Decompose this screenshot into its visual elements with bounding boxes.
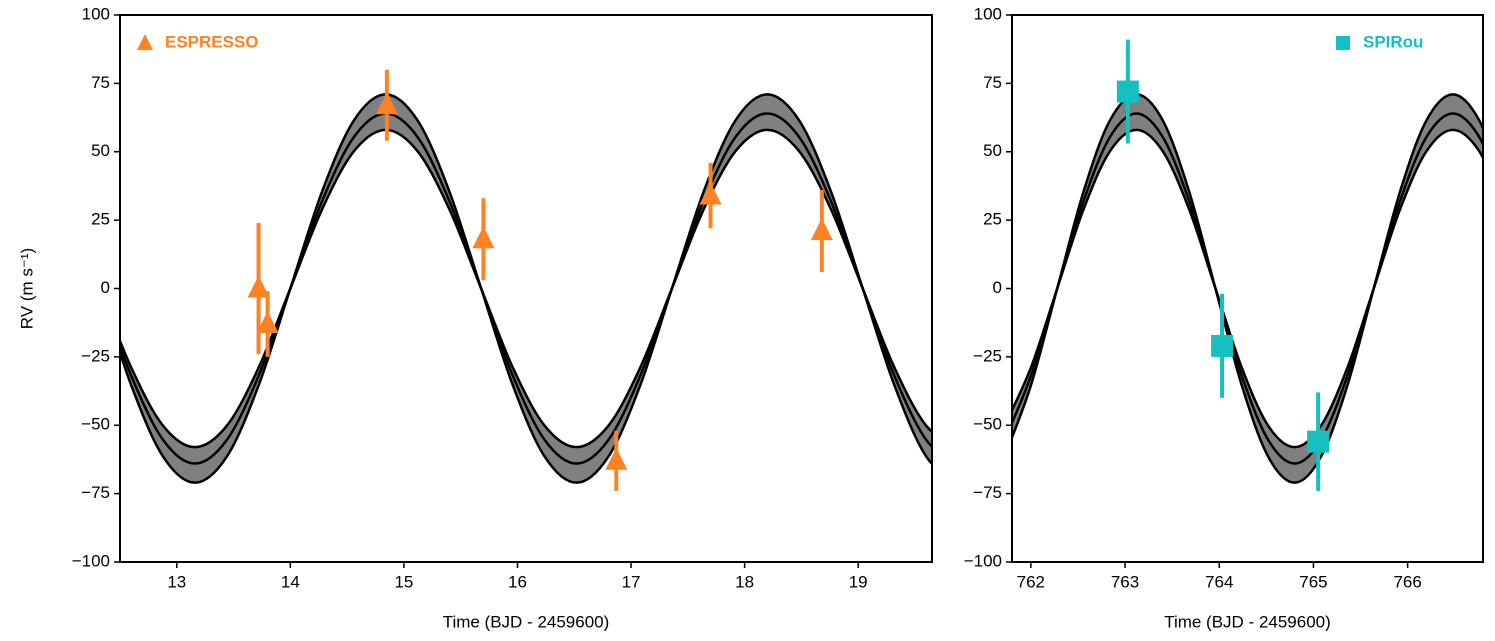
y-tick-label: 25 xyxy=(91,210,110,229)
model xyxy=(120,93,932,484)
marker xyxy=(1211,334,1234,357)
marker xyxy=(256,311,279,334)
x-tick-label: 764 xyxy=(1205,572,1233,591)
model-line xyxy=(1012,112,1483,465)
marker xyxy=(810,218,833,241)
model-line xyxy=(120,112,932,465)
legend-label: SPIRou xyxy=(1363,32,1423,51)
axes-frame xyxy=(1011,14,1484,563)
model xyxy=(1012,93,1483,484)
y-tick-label: 0 xyxy=(993,278,1002,297)
y-tick-label: 75 xyxy=(983,73,1002,92)
marker xyxy=(605,447,628,470)
marker xyxy=(472,226,495,249)
x-tick-label: 765 xyxy=(1299,572,1327,591)
model-line xyxy=(120,93,932,484)
marker xyxy=(247,275,270,298)
x-tick-label: 17 xyxy=(622,572,641,591)
legend-marker xyxy=(137,34,153,50)
x-tick-label: 763 xyxy=(1111,572,1139,591)
y-tick-label: −100 xyxy=(72,551,110,570)
y-tick-label: 25 xyxy=(983,210,1002,229)
x-tick-label: 766 xyxy=(1393,572,1421,591)
y-tick-label: −50 xyxy=(81,415,110,434)
legend-marker xyxy=(1336,36,1350,50)
y-tick-label: −75 xyxy=(973,483,1002,502)
x-tick-label: 19 xyxy=(849,572,868,591)
x-axis-label: Time (BJD - 2459600) xyxy=(443,612,610,631)
y-tick-label: 0 xyxy=(101,278,110,297)
marker xyxy=(375,92,398,115)
y-tick-label: 75 xyxy=(91,73,110,92)
x-tick-label: 14 xyxy=(281,572,300,591)
x-tick-label: 13 xyxy=(167,572,186,591)
x-tick-label: 18 xyxy=(735,572,754,591)
x-tick-label: 16 xyxy=(508,572,527,591)
y-tick-label: −25 xyxy=(973,346,1002,365)
model-line xyxy=(120,128,932,449)
y-tick-label: 100 xyxy=(974,4,1002,23)
marker xyxy=(699,182,722,205)
axes-frame xyxy=(119,14,933,563)
legend-label: ESPRESSO xyxy=(165,32,259,51)
model-line xyxy=(1012,128,1483,449)
y-tick-label: −25 xyxy=(81,346,110,365)
y-tick-label: −75 xyxy=(81,483,110,502)
model-band xyxy=(1012,94,1483,483)
marker xyxy=(1307,430,1330,453)
y-tick-label: −50 xyxy=(973,415,1002,434)
y-axis-label: RV (m s⁻¹) xyxy=(17,248,36,329)
y-tick-label: −100 xyxy=(964,551,1002,570)
model-line xyxy=(1012,93,1483,484)
y-tick-label: 50 xyxy=(91,141,110,160)
y-tick-label: 100 xyxy=(82,4,110,23)
x-tick-label: 762 xyxy=(1017,572,1045,591)
y-tick-label: 50 xyxy=(983,141,1002,160)
x-axis-label: Time (BJD - 2459600) xyxy=(1164,612,1331,631)
marker xyxy=(1116,80,1139,103)
x-tick-label: 15 xyxy=(394,572,413,591)
